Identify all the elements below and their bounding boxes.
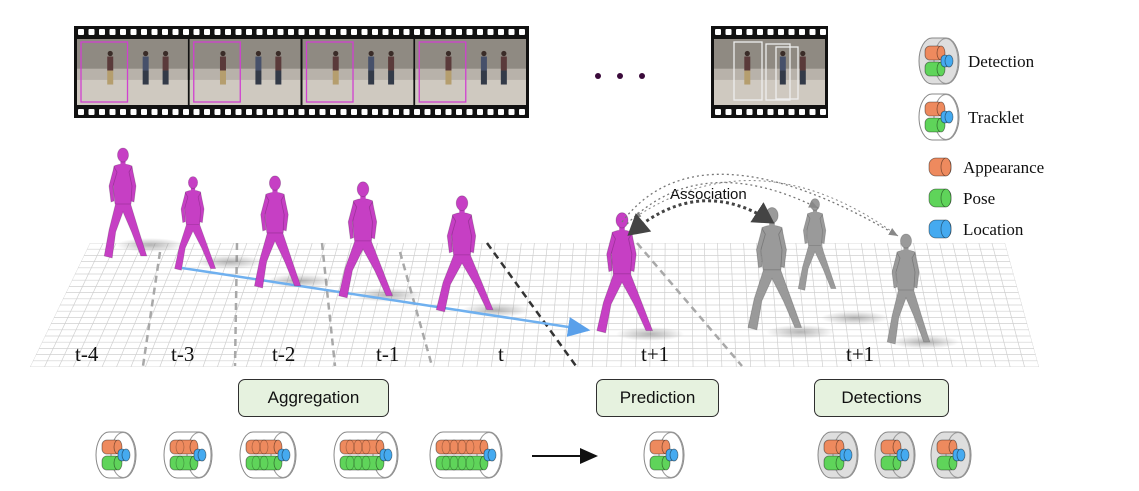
person-mesh-t-2 — [253, 175, 302, 289]
legend-detection-label: Detection — [968, 52, 1035, 71]
film-strip-history — [74, 26, 529, 118]
video-frame — [302, 39, 414, 105]
prediction-box: Prediction — [596, 379, 719, 417]
legend-location-swatch — [928, 219, 952, 239]
legend-appearance-label: Appearance — [963, 158, 1045, 177]
feature-icons — [95, 37, 972, 479]
time-label-t-plus-1-detections: t+1 — [846, 342, 875, 366]
time-label-t-1: t-1 — [376, 342, 400, 366]
tracklet-feature-icon — [429, 431, 503, 479]
aggregation-label: Aggregation — [267, 388, 360, 407]
video-film-strip — [74, 26, 828, 118]
person-mesh-t-3 — [174, 176, 217, 271]
aggregation-box: Aggregation — [238, 379, 389, 417]
association-arcs — [621, 173, 899, 237]
shadow — [766, 325, 834, 339]
tracklet-feature-icon — [163, 431, 213, 479]
ellipsis-dots — [595, 73, 645, 79]
time-separator — [636, 242, 743, 367]
legend-tracklet-label: Tracklet — [968, 108, 1025, 127]
time-separator — [320, 242, 337, 367]
shadow — [616, 327, 684, 341]
prediction-label: Prediction — [619, 388, 696, 407]
association-label: Association — [670, 186, 747, 203]
legend-pose-label: Pose — [963, 189, 996, 208]
detection-feature-icon — [817, 431, 859, 479]
video-frame — [714, 39, 825, 105]
person-mesh-detection-3 — [886, 233, 931, 345]
legend-location-label: Location — [963, 220, 1024, 239]
time-separator-current — [485, 242, 578, 367]
time-separator — [141, 251, 162, 367]
detections-box: Detections — [814, 379, 949, 417]
shadow — [821, 311, 889, 325]
legend-detection-icon — [918, 37, 960, 85]
film-strip-detections — [711, 26, 828, 118]
person-mesh-t-1 — [338, 181, 394, 299]
person-mesh-predicted — [596, 212, 654, 334]
predicted-feature-icon — [643, 431, 685, 479]
trajectory-arrow — [181, 266, 591, 337]
time-separator — [398, 251, 434, 367]
detection-feature-icon — [874, 431, 916, 479]
figure-shadows — [116, 238, 959, 349]
tracklet-feature-icon — [333, 431, 399, 479]
person-mesh-t-4 — [103, 147, 148, 259]
video-frame — [189, 39, 301, 105]
tracklet-feature-icon — [95, 431, 137, 479]
detections-label: Detections — [841, 388, 922, 407]
time-label-t-2: t-2 — [272, 342, 296, 366]
time-label-t: t — [498, 342, 504, 366]
shadow — [116, 238, 184, 252]
detection-feature-icon — [930, 431, 972, 479]
time-separators — [141, 242, 743, 367]
time-separator — [233, 242, 239, 367]
time-label-t-3: t-3 — [171, 342, 195, 366]
tracklet-feature-icon — [239, 431, 297, 479]
video-frame — [77, 39, 188, 105]
legend-appearance-swatch — [928, 157, 952, 177]
legend-tracklet-icon — [918, 93, 960, 141]
legend-pose-swatch — [928, 188, 952, 208]
person-mesh-t — [435, 195, 494, 313]
time-label-t-4: t-4 — [75, 342, 99, 366]
time-label-t-plus-1-prediction: t+1 — [641, 342, 670, 366]
video-frame — [415, 39, 526, 105]
